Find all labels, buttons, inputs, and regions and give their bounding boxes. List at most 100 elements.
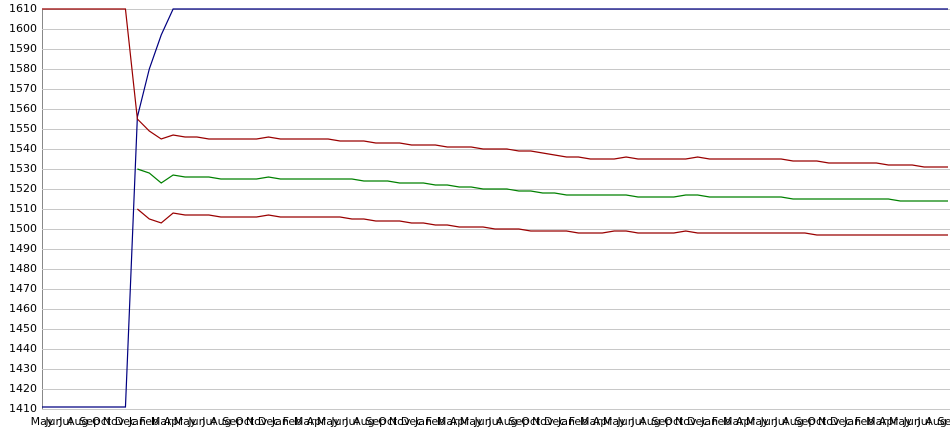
x-tick-label: May (31, 415, 54, 428)
x-tick-label: Nov (818, 415, 840, 428)
x-tick-label: May (174, 415, 197, 428)
series-line (137, 168, 948, 202)
x-tick-label: Dec (401, 415, 422, 428)
x-tick-label: Nov (532, 415, 554, 428)
x-tick-label: Jan (128, 415, 146, 428)
x-tick-label: Jun (44, 415, 62, 428)
x-tick-label: Dec (258, 415, 279, 428)
x-tick-label: Dec (115, 415, 136, 428)
x-tick-label: Jun (760, 415, 778, 428)
x-tick-label: Apr (736, 415, 756, 428)
x-tick-label: Nov (675, 415, 697, 428)
x-tick-label: Aug (353, 415, 374, 428)
y-tick-label: 1410 (9, 402, 37, 415)
series-line (136, 208, 948, 236)
x-tick-label: Oct (807, 415, 827, 428)
x-tick-label: Jul (487, 415, 501, 428)
x-tick-label: Apr (450, 415, 470, 428)
x-tick-label: Mar (151, 415, 172, 428)
x-tick-label: Oct (235, 415, 255, 428)
x-tick-label: Mar (294, 415, 315, 428)
x-tick-label: May (317, 415, 340, 428)
x-tick-label: Aug (782, 415, 803, 428)
x-tick-label: Oct (92, 415, 112, 428)
x-tick-label: Sep (222, 415, 243, 428)
x-tick-label: Apr (164, 415, 184, 428)
x-tick-label: Feb (426, 415, 445, 428)
x-tick-label: Jan (557, 415, 575, 428)
x-tick-label: Jan (414, 415, 432, 428)
x-tick-label: Jun (903, 415, 921, 428)
x-tick-label: Jun (187, 415, 205, 428)
x-tick-label: Jun (617, 415, 635, 428)
x-tick-label: Sep (795, 415, 816, 428)
x-tick-label: Mar (723, 415, 744, 428)
y-tick-label: 1480 (9, 262, 37, 275)
x-tick-label: Jul (201, 415, 215, 428)
x-tick-label: Jan (271, 415, 289, 428)
x-tick-label: Aug (925, 415, 946, 428)
y-tick-label: 1460 (9, 302, 37, 315)
x-tick-label: Jan (843, 415, 861, 428)
y-tick-label: 1490 (9, 242, 37, 255)
x-tick-label: Sep (652, 415, 673, 428)
x-tick-label: Aug (210, 415, 231, 428)
x-tick-label: Jun (473, 415, 491, 428)
x-tick-label: Jul (630, 415, 644, 428)
x-tick-label: Apr (593, 415, 613, 428)
x-tick-label: Jul (917, 415, 931, 428)
series-line (42, 8, 948, 168)
x-tick-label: Sep (79, 415, 100, 428)
x-tick-label: Feb (283, 415, 302, 428)
y-tick-label: 1560 (9, 102, 37, 115)
x-tick-label: Feb (140, 415, 159, 428)
x-tick-label: Sep (365, 415, 386, 428)
y-tick-label: 1420 (9, 382, 37, 395)
x-tick-label: Jun (330, 415, 348, 428)
x-tick-label: Nov (246, 415, 268, 428)
x-tick-label: Sep (938, 415, 950, 428)
x-tick-label: Sep (508, 415, 529, 428)
y-tick-label: 1610 (9, 2, 37, 15)
y-tick-label: 1540 (9, 142, 37, 155)
x-tick-label: Jul (773, 415, 787, 428)
x-tick-label: May (889, 415, 912, 428)
x-tick-label: Nov (103, 415, 125, 428)
y-tick-label: 1550 (9, 122, 37, 135)
y-tick-label: 1470 (9, 282, 37, 295)
x-tick-label: Mar (580, 415, 601, 428)
x-tick-label: Apr (307, 415, 327, 428)
x-tick-label: Jan (700, 415, 718, 428)
x-tick-label: Aug (496, 415, 517, 428)
x-tick-label: Dec (830, 415, 851, 428)
x-tick-label: May (603, 415, 626, 428)
x-tick-label: Feb (569, 415, 588, 428)
x-tick-label: May (460, 415, 483, 428)
y-tick-label: 1450 (9, 322, 37, 335)
x-tick-label: Jul (344, 415, 358, 428)
y-tick-label: 1530 (9, 162, 37, 175)
x-tick-label: Feb (712, 415, 731, 428)
x-tick-label: May (746, 415, 769, 428)
y-tick-label: 1570 (9, 82, 37, 95)
y-tick-label: 1600 (9, 22, 37, 35)
y-tick-label: 1580 (9, 62, 37, 75)
x-tick-label: Aug (639, 415, 660, 428)
x-tick-label: Oct (521, 415, 541, 428)
x-tick-label: Oct (378, 415, 398, 428)
x-tick-label: Dec (544, 415, 565, 428)
x-tick-label: Jul (58, 415, 72, 428)
x-tick-label: Mar (437, 415, 458, 428)
x-tick-label: Nov (389, 415, 411, 428)
y-tick-label: 1440 (9, 342, 37, 355)
x-tick-label: Aug (67, 415, 88, 428)
y-tick-label: 1510 (9, 202, 37, 215)
x-tick-label: Oct (664, 415, 684, 428)
series-line (42, 8, 948, 408)
x-tick-label: Dec (687, 415, 708, 428)
y-tick-label: 1520 (9, 182, 37, 195)
y-tick-label: 1590 (9, 42, 37, 55)
y-tick-label: 1500 (9, 222, 37, 235)
x-tick-label: Feb (855, 415, 874, 428)
